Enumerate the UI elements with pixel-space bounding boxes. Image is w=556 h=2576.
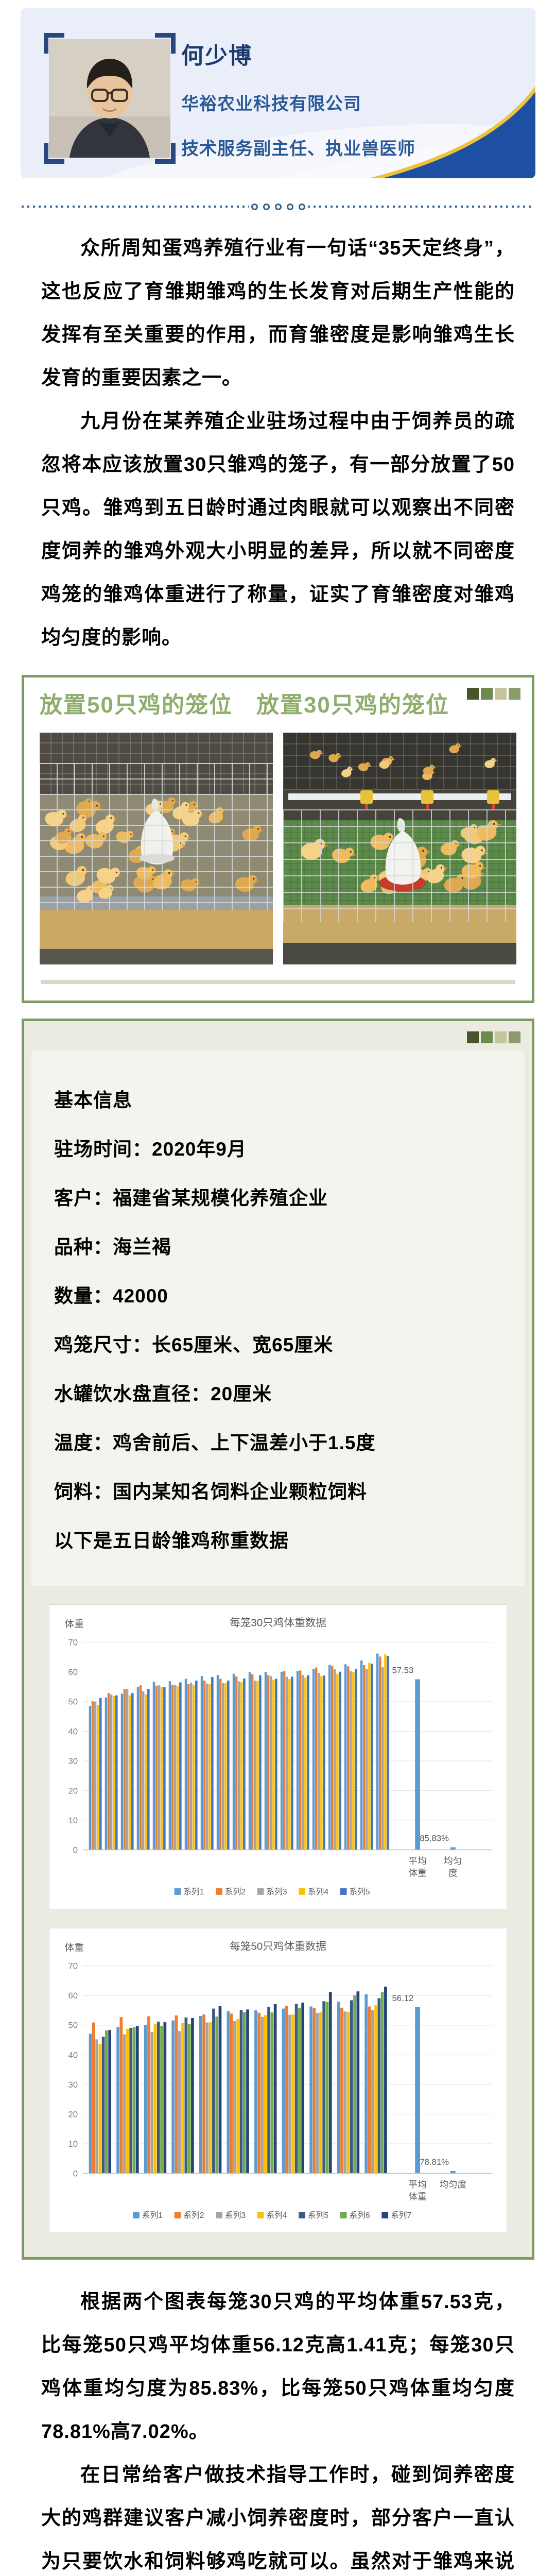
svg-text:60: 60 [68,1991,78,2001]
svg-text:78.81%: 78.81% [420,2157,449,2167]
svg-text:系列5: 系列5 [349,1887,370,1896]
svg-text:系列5: 系列5 [308,2211,328,2220]
photo-corner-bracket [44,143,64,164]
info-line: 基本信息 [54,1090,132,1111]
svg-text:体重: 体重 [65,1942,84,1953]
author-card: 何少博 华裕农业科技有限公司 技术服务副主任、执业兽医师 [21,8,535,178]
divider-dotted-line [307,206,534,208]
info-line: 温度：鸡舍前后、上下温差小于1.5度 [54,1432,376,1454]
section-divider [22,202,534,211]
svg-text:0: 0 [73,1845,78,1855]
cage-photos-figure[interactable]: 放置50只鸡的笼位 放置30只鸡的笼位 [22,675,534,1004]
info-line: 水罐饮水盘直径：20厘米 [54,1383,272,1405]
svg-text:60: 60 [68,1668,78,1677]
divider-circle [251,203,258,210]
svg-text:50: 50 [68,1697,78,1707]
svg-text:体重: 体重 [408,1868,426,1878]
photo-corner-bracket [44,33,64,54]
svg-text:系列2: 系列2 [225,1887,246,1896]
cage-photo-30-chicks[interactable] [283,733,516,965]
mini-square [495,1031,507,1044]
svg-text:30: 30 [68,2080,78,2090]
corner-squares-decoration [467,688,520,700]
svg-text:10: 10 [68,2139,78,2149]
mini-square [467,1031,479,1044]
divider-dotted-line [22,206,249,208]
photo-corner-bracket [155,143,176,164]
weighing-report-block: 基本信息驻场时间：2020年9月客户：福建省某规模化养殖企业 品种：海兰褐 数量：4… [22,1019,534,2260]
figure-underline [41,980,515,985]
corner-swoosh-decoration [369,86,535,178]
divider-circle [274,203,282,210]
svg-text:70: 70 [68,1961,78,1971]
svg-text:40: 40 [68,2050,78,2060]
svg-text:平均: 平均 [408,1856,426,1866]
divider-circle [286,203,293,210]
svg-text:平均: 平均 [408,2179,426,2190]
mini-square [467,688,479,700]
svg-text:40: 40 [68,1727,78,1737]
info-line: 驻场时间：2020年9月 [54,1139,247,1160]
author-photo [44,33,176,164]
corner-squares-decoration [467,1031,520,1044]
paragraph-case-background: 九月份在某养殖企业驻场过程中由于饲养员的疏忽将本应该放置30只雏鸡的笼子，有一部… [41,411,515,649]
paragraph-intro: 众所周知蛋鸡养殖行业有一句话“35天定终身”，这也反应了育雏期雏鸡的生长发育对后… [41,238,515,389]
bar-chart-50-birds[interactable]: 每笼50只鸡体重数据体重01020304050607056.12平均体重78.8… [51,1931,505,2229]
mini-square [481,1031,493,1044]
svg-text:系列1: 系列1 [183,1887,204,1896]
author-job-title: 技术服务副主任、执业兽医师 [181,139,415,159]
svg-text:系列6: 系列6 [349,2211,370,2220]
svg-text:均匀: 均匀 [444,1856,462,1866]
mini-square [509,688,520,700]
mini-square [509,1031,520,1044]
bar-chart-30-birds[interactable]: 每笼30只鸡体重数据体重01020304050607057.53平均体重85.8… [51,1608,505,1906]
divider-circle [263,203,270,210]
svg-text:体重: 体重 [408,2191,426,2201]
svg-text:度: 度 [448,1868,458,1878]
svg-text:20: 20 [68,2109,78,2119]
svg-text:系列4: 系列4 [308,1887,328,1896]
svg-text:系列3: 系列3 [266,1887,287,1896]
svg-text:30: 30 [68,1756,78,1766]
mini-square [481,688,493,700]
paragraph-chart-analysis: 根据两个图表每笼30只鸡的平均体重57.53克，比每笼50只鸡平均体重56.12… [41,2291,515,2443]
chart-card-30-birds[interactable]: 每笼30只鸡体重数据 体重 0 10 20 30 40 50 60 70 57.53 平均 体重 85.8… [49,1604,507,1909]
paragraph-guidance: 在日常给客户做技术指导工作时，碰到饲养密度大的鸡群建议客户减小饲养密度时，部分客… [41,2464,515,2573]
svg-text:10: 10 [68,1816,78,1825]
svg-text:均匀度: 均匀度 [439,2179,466,2190]
svg-text:系列1: 系列1 [142,2211,163,2220]
svg-text:系列3: 系列3 [225,2211,246,2220]
photo-corner-bracket [155,33,176,54]
svg-text:每笼30只鸡体重数据: 每笼30只鸡体重数据 [230,1617,326,1629]
author-company: 华裕农业科技有限公司 [181,94,361,114]
svg-text:70: 70 [68,1638,78,1648]
svg-text:系列4: 系列4 [266,2211,287,2220]
author-portrait-image [49,39,170,158]
info-line: 品种：海兰褐 [54,1236,171,1258]
info-line: 鸡笼尺寸：长65厘米、宽65厘米 [54,1334,334,1356]
svg-text:系列7: 系列7 [391,2211,411,2220]
svg-text:体重: 体重 [65,1619,84,1630]
author-name: 何少博 [181,43,252,69]
info-line: 以下是五日龄雏鸡称重数据 [54,1530,289,1552]
basic-info-panel: 基本信息驻场时间：2020年9月客户：福建省某规模化养殖企业 品种：海兰褐 数量：4… [31,1051,525,1586]
divider-circle [298,203,305,210]
svg-text:系列2: 系列2 [183,2211,204,2220]
cage-photos-caption: 放置50只鸡的笼位 放置30只鸡的笼位 [40,692,449,718]
svg-text:20: 20 [68,1786,78,1796]
cage-photo-50-chicks[interactable] [40,733,273,965]
svg-text:56.12: 56.12 [392,1993,413,2003]
info-line: 客户：福建省某规模化养殖企业 [54,1188,328,1209]
mini-square [495,688,507,700]
svg-text:57.53: 57.53 [392,1666,413,1675]
svg-text:0: 0 [73,2168,78,2178]
info-line: 数量：42000 [54,1285,168,1307]
chart-card-50-birds[interactable]: 每笼50只鸡体重数据 体重 0 10 20 30 40 50 60 70 56.12 平均 体重 78.8… [49,1927,507,2233]
svg-text:85.83%: 85.83% [420,1834,449,1843]
svg-text:50: 50 [68,2021,78,2030]
info-line: 饲料：国内某知名饲料企业颗粒饲料 [54,1481,367,1503]
svg-text:每笼50只鸡体重数据: 每笼50只鸡体重数据 [230,1940,326,1952]
